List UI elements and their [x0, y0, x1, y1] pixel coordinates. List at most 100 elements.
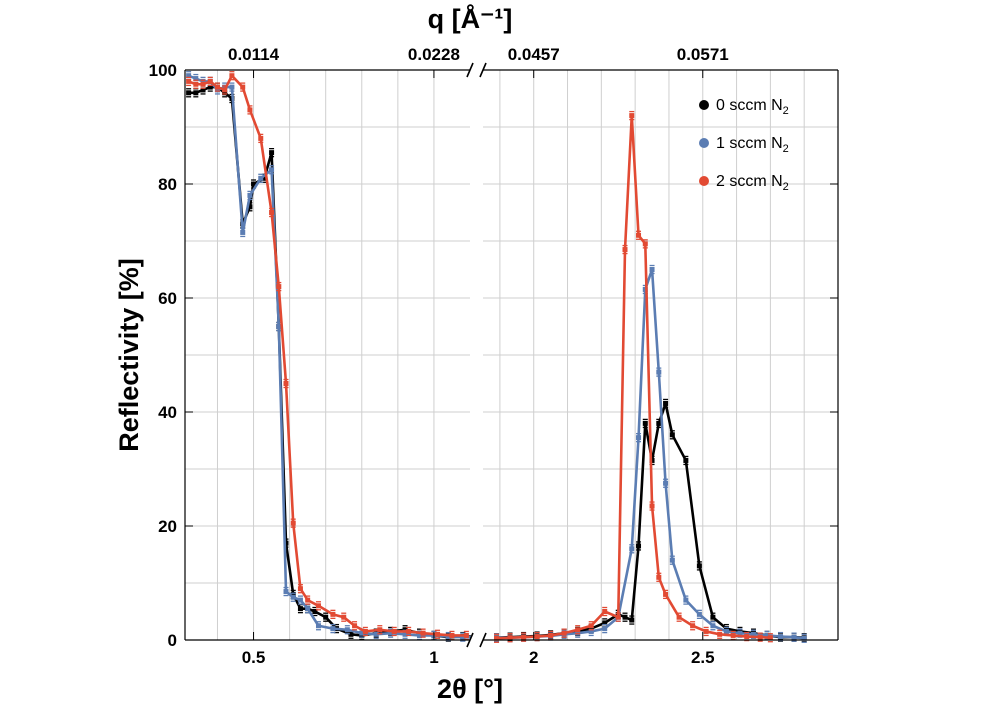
data-point — [629, 617, 635, 623]
x-tick-label: 2.5 — [691, 648, 715, 667]
data-point — [391, 628, 397, 634]
data-point — [449, 632, 455, 638]
data-point — [649, 267, 655, 272]
series-layer — [186, 71, 807, 643]
data-point — [283, 381, 289, 386]
legend-marker — [699, 176, 709, 186]
data-point — [297, 597, 303, 603]
y-tick-label: 40 — [158, 403, 177, 422]
data-point — [240, 229, 246, 235]
top-tick-label: 0.0571 — [677, 45, 729, 64]
data-point — [521, 634, 527, 640]
data-point — [258, 135, 264, 141]
data-point — [276, 324, 282, 329]
data-point — [297, 606, 303, 612]
legend-marker — [699, 100, 709, 110]
y-axis-title: Reflectivity [%] — [114, 258, 144, 452]
data-point — [290, 591, 296, 597]
data-point — [683, 597, 689, 603]
data-point — [214, 84, 220, 90]
data-point — [359, 630, 365, 636]
data-point — [269, 167, 275, 173]
data-point — [207, 84, 213, 90]
grid — [185, 70, 838, 640]
legend-subscript: 2 — [783, 181, 789, 193]
data-point — [649, 503, 655, 509]
legend-label: 1 sccm N2 — [716, 135, 789, 155]
data-point — [348, 631, 354, 637]
data-point — [305, 606, 311, 612]
data-point — [388, 630, 394, 636]
data-point — [723, 626, 729, 632]
data-point — [663, 480, 669, 486]
y-tick-label: 0 — [168, 631, 177, 650]
data-point — [575, 627, 581, 633]
data-point — [778, 634, 784, 640]
data-point — [629, 113, 635, 119]
data-point — [200, 81, 206, 87]
data-point — [312, 609, 318, 614]
data-point — [801, 635, 807, 641]
data-point — [193, 81, 199, 87]
data-point — [669, 557, 675, 563]
data-point — [696, 611, 702, 617]
data-point — [377, 627, 383, 633]
data-point — [251, 181, 257, 187]
data-point — [402, 631, 408, 637]
data-point — [663, 591, 669, 597]
data-point — [710, 623, 716, 629]
top-tick-label: 0.0457 — [508, 45, 560, 64]
data-point — [636, 543, 642, 549]
data-point — [240, 84, 246, 90]
data-point — [362, 628, 368, 634]
data-point — [642, 420, 648, 426]
data-point — [352, 623, 358, 629]
axis-break-gap — [471, 630, 482, 650]
top-tick-label: 0.0114 — [228, 45, 280, 64]
data-point — [629, 546, 635, 552]
legend: 0 sccm N2 1 sccm N2 2 sccm N2 — [699, 97, 789, 193]
data-point — [676, 614, 682, 620]
data-point — [663, 400, 669, 406]
legend-label: 0 sccm N2 — [716, 97, 789, 117]
axis-break-mark — [479, 632, 487, 648]
data-point — [737, 630, 743, 636]
data-point — [269, 150, 275, 156]
y-tick-label: 100 — [149, 61, 177, 80]
data-point — [373, 631, 379, 637]
data-point — [703, 628, 709, 634]
data-point — [463, 632, 469, 638]
y-tick-label: 80 — [158, 175, 177, 194]
data-point — [764, 632, 770, 638]
data-point — [636, 232, 642, 238]
data-point — [261, 175, 267, 181]
series-line — [496, 114, 771, 640]
data-point — [744, 634, 750, 640]
data-point — [710, 614, 716, 620]
data-point — [229, 73, 235, 79]
data-point — [344, 627, 350, 633]
data-point — [290, 520, 296, 526]
data-point — [269, 210, 275, 215]
axis-break-mark — [466, 632, 474, 648]
y-tick-label: 20 — [158, 517, 177, 536]
x-tick-label: 0.5 — [242, 648, 266, 667]
data-point — [222, 90, 228, 96]
data-point — [330, 611, 336, 617]
legend-subscript: 2 — [783, 143, 789, 155]
data-point — [222, 87, 228, 93]
data-point — [548, 632, 554, 638]
data-point — [730, 632, 736, 638]
data-point — [683, 457, 689, 463]
axis-break-mark — [466, 62, 474, 78]
data-point — [323, 614, 329, 620]
y-tick-label: 60 — [158, 289, 177, 308]
data-point — [258, 175, 264, 181]
data-point — [416, 632, 422, 638]
data-point — [656, 369, 662, 375]
data-point — [588, 623, 594, 629]
data-point — [247, 107, 253, 113]
data-point — [602, 609, 608, 614]
data-point — [696, 563, 702, 569]
data-point — [636, 435, 642, 441]
